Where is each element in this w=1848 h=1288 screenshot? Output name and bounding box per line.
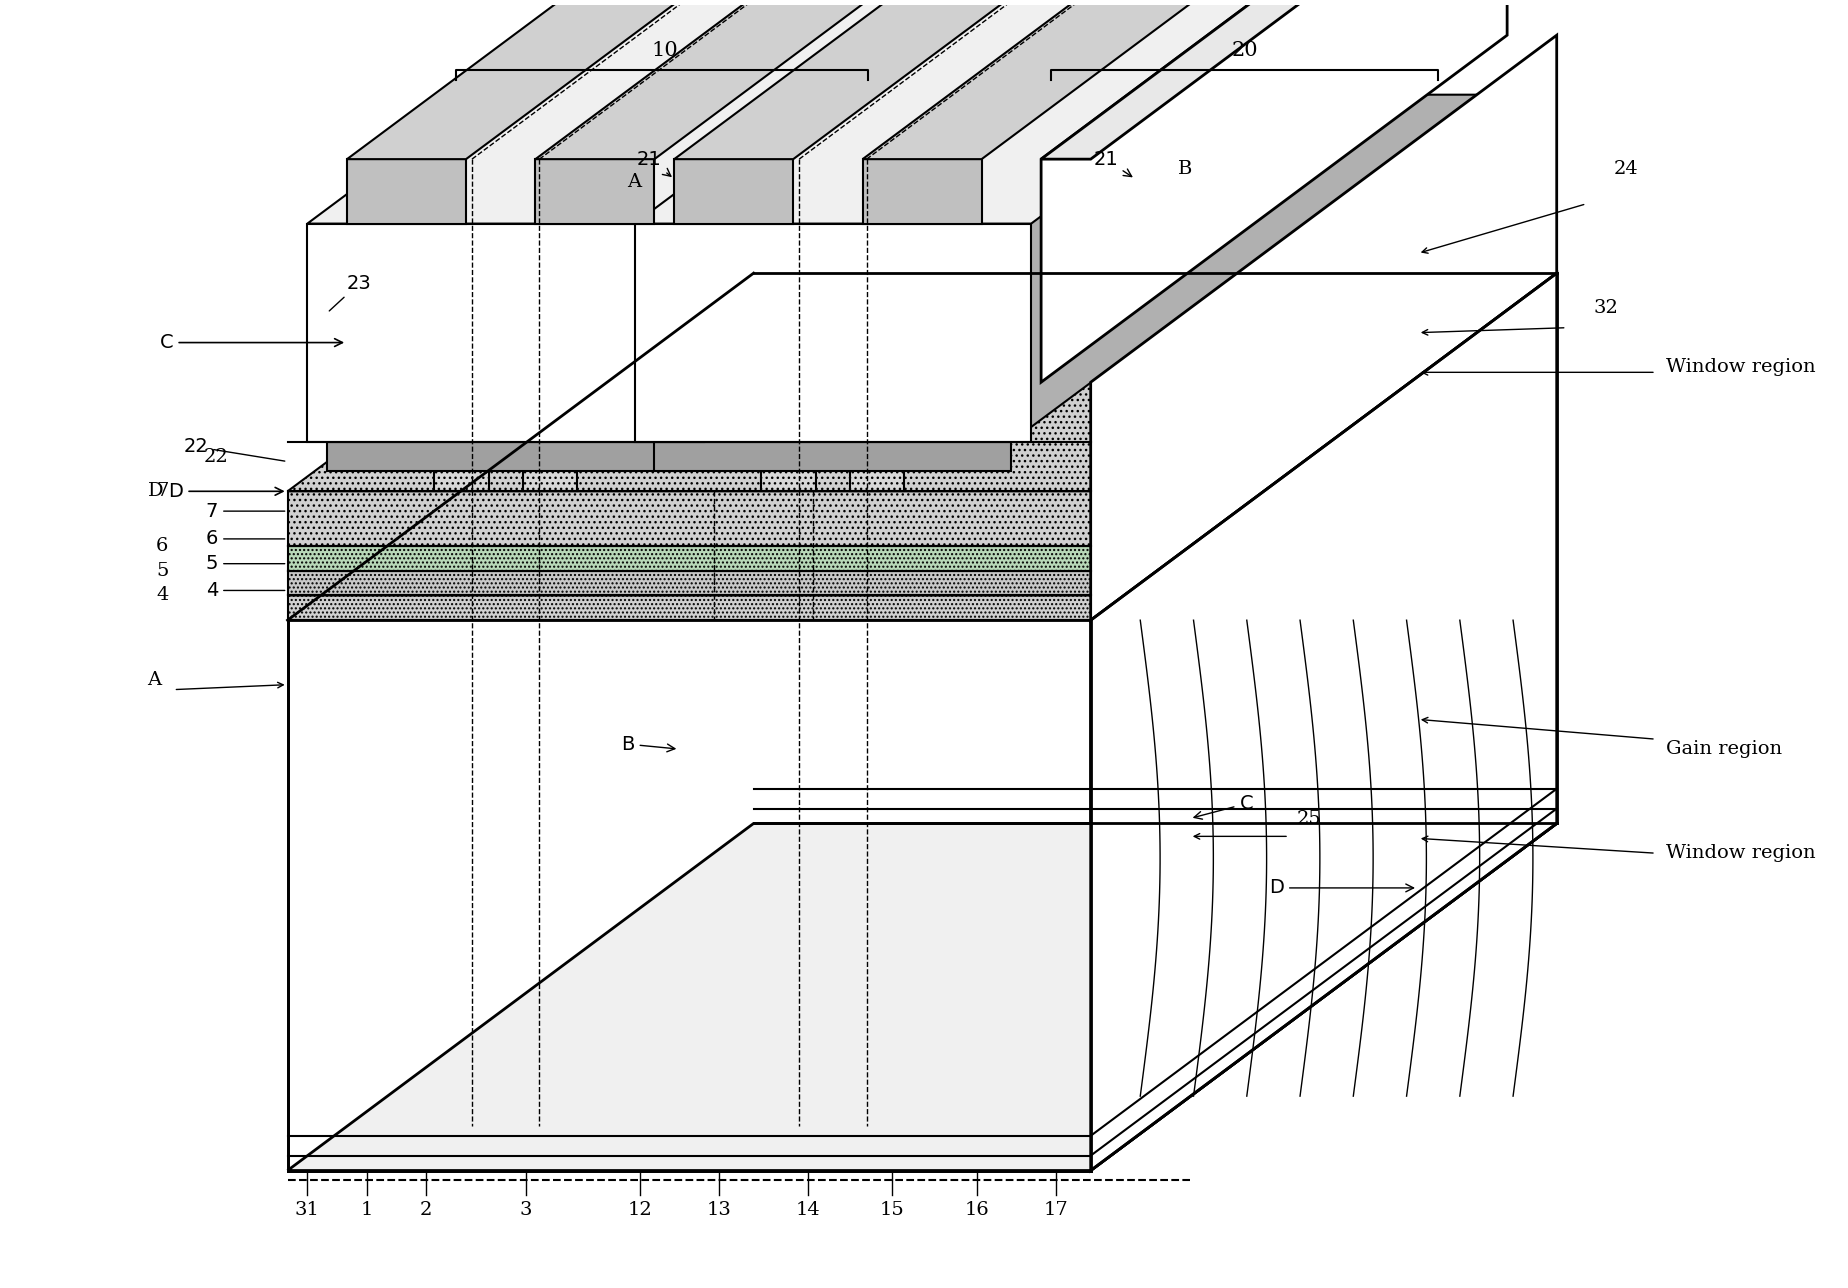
Text: 21: 21 (1094, 149, 1131, 176)
Polygon shape (347, 0, 931, 160)
Polygon shape (761, 442, 817, 491)
Text: 6: 6 (157, 537, 168, 555)
Polygon shape (1090, 273, 1556, 1171)
Text: 16: 16 (965, 1202, 989, 1220)
Polygon shape (634, 0, 1497, 224)
Text: C: C (161, 334, 342, 352)
Text: 7: 7 (205, 501, 285, 520)
Polygon shape (761, 95, 1283, 442)
Text: Gain region: Gain region (1665, 741, 1781, 759)
Polygon shape (634, 224, 1031, 442)
Text: 10: 10 (650, 40, 678, 59)
Text: D: D (1270, 878, 1414, 898)
Text: 32: 32 (1593, 299, 1619, 317)
Text: A: A (628, 173, 641, 191)
Text: 12: 12 (626, 1202, 652, 1220)
Polygon shape (288, 249, 1556, 595)
Polygon shape (523, 442, 577, 491)
Polygon shape (327, 95, 1149, 442)
Polygon shape (288, 621, 1090, 1171)
Text: 14: 14 (796, 1202, 821, 1220)
Polygon shape (675, 0, 1258, 160)
Polygon shape (288, 595, 1090, 621)
Polygon shape (288, 546, 1090, 571)
Polygon shape (327, 442, 684, 471)
Text: D: D (148, 482, 164, 500)
Text: 20: 20 (1231, 40, 1258, 59)
Polygon shape (347, 160, 466, 224)
Polygon shape (523, 95, 1042, 442)
Text: D: D (168, 482, 283, 501)
Polygon shape (536, 160, 654, 224)
Polygon shape (288, 823, 1556, 1171)
Polygon shape (288, 198, 1556, 546)
Text: B: B (621, 734, 675, 753)
Text: 25: 25 (1297, 810, 1321, 827)
Polygon shape (288, 144, 1556, 491)
Text: 23: 23 (329, 273, 371, 310)
Text: 15: 15 (880, 1202, 906, 1220)
Polygon shape (863, 160, 981, 224)
Text: 3: 3 (519, 1202, 532, 1220)
Polygon shape (434, 95, 955, 442)
Text: 6: 6 (205, 529, 285, 549)
Text: 4: 4 (157, 586, 168, 604)
Text: B: B (1177, 160, 1192, 178)
Polygon shape (1040, 0, 1556, 160)
Text: 22: 22 (203, 448, 227, 465)
Text: 21: 21 (638, 149, 671, 176)
Polygon shape (288, 273, 1556, 621)
Text: Window region: Window region (1665, 358, 1815, 376)
Polygon shape (288, 571, 1090, 595)
Text: 5: 5 (157, 562, 168, 580)
Text: A: A (146, 671, 161, 689)
Polygon shape (1090, 35, 1556, 621)
Text: 5: 5 (205, 554, 285, 573)
Text: 4: 4 (205, 581, 285, 600)
Polygon shape (1090, 273, 1556, 1171)
Polygon shape (850, 95, 1371, 442)
Text: 2: 2 (419, 1202, 432, 1220)
Polygon shape (1040, 0, 1508, 383)
Polygon shape (675, 160, 793, 224)
Polygon shape (863, 0, 1447, 160)
Text: 1: 1 (360, 1202, 373, 1220)
Text: 22: 22 (183, 437, 285, 461)
Polygon shape (850, 442, 904, 491)
Text: 7: 7 (157, 482, 168, 500)
Polygon shape (288, 224, 1556, 571)
Polygon shape (307, 0, 1170, 224)
Polygon shape (288, 491, 1090, 546)
Text: Window region: Window region (1665, 844, 1815, 862)
Polygon shape (307, 224, 704, 442)
Text: 13: 13 (706, 1202, 732, 1220)
Text: 24: 24 (1613, 160, 1639, 178)
Polygon shape (654, 95, 1477, 442)
Polygon shape (536, 0, 1120, 160)
Text: C: C (1194, 795, 1253, 819)
Polygon shape (434, 442, 490, 491)
Polygon shape (654, 442, 1011, 471)
Text: 31: 31 (296, 1202, 320, 1220)
Text: 17: 17 (1044, 1202, 1068, 1220)
